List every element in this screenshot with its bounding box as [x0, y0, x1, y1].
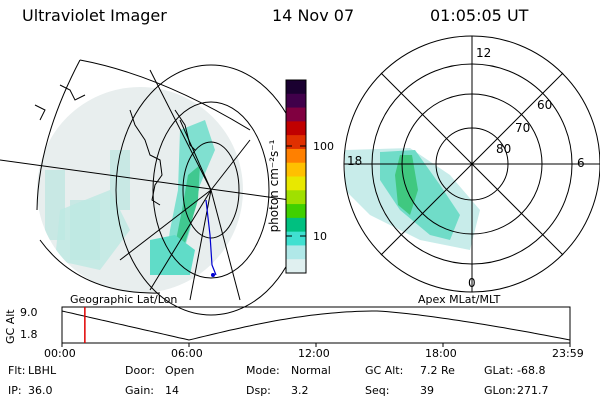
- mlt-label-0: 0: [468, 276, 476, 290]
- info-value: 36.0: [28, 384, 53, 397]
- info-value: 14: [165, 384, 179, 397]
- mlt-label-18: 18: [347, 154, 363, 168]
- colorbar-band: [286, 121, 306, 136]
- colorbar-band: [286, 80, 306, 95]
- mlt-label-12: 12: [476, 46, 492, 60]
- info-value: 7.2 Re: [420, 364, 455, 377]
- instrument-title: Ultraviolet Imager: [22, 6, 167, 25]
- lat-label-80: 80: [496, 142, 512, 156]
- colorbar-band: [286, 190, 306, 205]
- info-label: Flt:: [8, 364, 26, 377]
- colorbar-tick-100: 100: [313, 140, 334, 153]
- timeline-x-tick-0: 00:00: [44, 347, 76, 360]
- info-value: 271.7: [517, 384, 549, 397]
- timeline-y-tick-max: 9.0: [20, 306, 38, 319]
- colorbar-band: [286, 245, 306, 260]
- left-panel-caption: Geographic Lat/Lon: [70, 293, 178, 306]
- mlt-label-6: 6: [577, 156, 585, 170]
- timeline-x-tick-3: 18:00: [425, 347, 457, 360]
- info-value: -68.8: [517, 364, 546, 377]
- colorbar-tick-10: 10: [313, 230, 327, 243]
- colorbar-band: [286, 162, 306, 177]
- date-label: 14 Nov 07: [272, 6, 355, 25]
- timeline-x-tick-2: 12:00: [298, 347, 330, 360]
- info-label: Seq:: [365, 384, 390, 397]
- info-label: Dsp:: [246, 384, 271, 397]
- info-label: GC Alt:: [365, 364, 404, 377]
- info-label: Gain:: [125, 384, 154, 397]
- right-panel-caption: Apex MLat/MLT: [418, 293, 501, 306]
- colorbar-band: [286, 107, 306, 122]
- colorbar-band: [286, 217, 306, 233]
- info-value: Normal: [291, 364, 331, 377]
- info-value: 39: [420, 384, 434, 397]
- info-label: IP:: [8, 384, 22, 397]
- time-label: 01:05:05 UT: [430, 6, 529, 25]
- info-label: GLon:: [484, 384, 516, 397]
- info-label: Mode:: [246, 364, 280, 377]
- colorbar-band: [286, 204, 306, 219]
- timeline-x-tick-1: 06:00: [171, 347, 203, 360]
- info-value: Open: [165, 364, 195, 377]
- info-value: 3.2: [291, 384, 309, 397]
- colorbar-band: [286, 259, 306, 274]
- colorbar-band: [286, 93, 306, 109]
- lat-label-70: 70: [515, 121, 531, 135]
- info-value: LBHL: [28, 364, 57, 377]
- colorbar-band: [286, 231, 306, 246]
- timeline-y-label: GC Alt: [4, 309, 17, 344]
- info-label: GLat:: [484, 364, 514, 377]
- timeline-x-tick-4: 23:59: [552, 347, 584, 360]
- timeline-y-tick-min: 1.8: [20, 328, 38, 341]
- colorbar-band: [286, 148, 306, 164]
- colorbar-band: [286, 176, 306, 191]
- info-label: Door:: [125, 364, 155, 377]
- lat-label-60: 60: [537, 98, 553, 112]
